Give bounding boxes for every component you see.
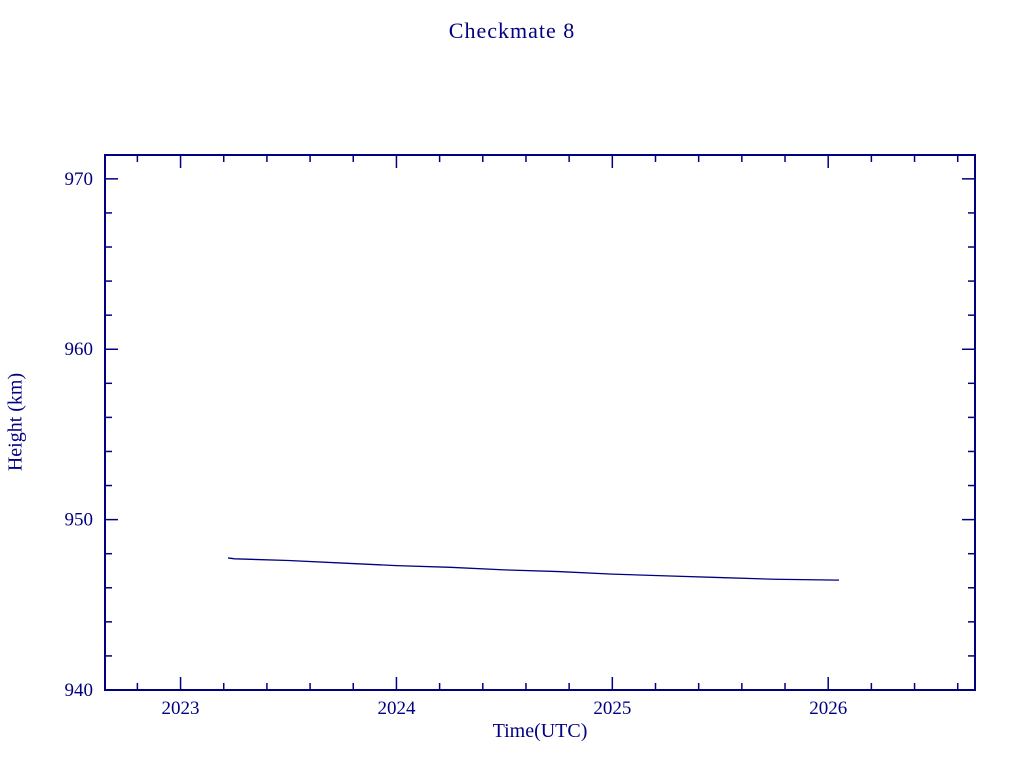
series-line-height-km: [227, 557, 840, 581]
chart-title: Checkmate 8: [448, 18, 576, 43]
y-tick-label: 950: [65, 510, 94, 531]
plot-frame: [104, 154, 976, 691]
x-tick-label: 2026: [809, 698, 847, 719]
x-tick-label: 2024: [377, 698, 416, 719]
x-tick-label: 2023: [162, 698, 200, 719]
y-tick-label: 970: [65, 169, 94, 190]
y-tick-label: 960: [65, 339, 94, 360]
y-tick-label: 940: [65, 680, 94, 701]
x-tick-label: 2025: [593, 698, 631, 719]
x-axis-label: Time(UTC): [492, 720, 588, 742]
